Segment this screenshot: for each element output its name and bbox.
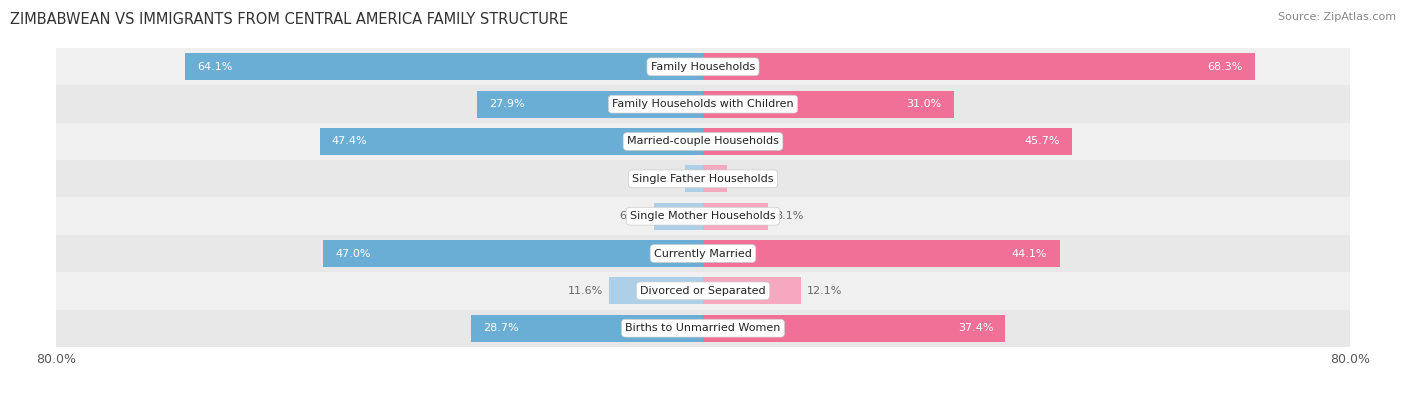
Bar [703,315,1005,342]
Text: Single Mother Households: Single Mother Households [630,211,776,221]
Text: 64.1%: 64.1% [197,62,232,72]
Text: 44.1%: 44.1% [1012,248,1047,258]
Text: Married-couple Households: Married-couple Households [627,137,779,147]
Bar [703,128,1073,155]
Text: 12.1%: 12.1% [807,286,842,296]
Text: Divorced or Separated: Divorced or Separated [640,286,766,296]
Text: Source: ZipAtlas.com: Source: ZipAtlas.com [1278,12,1396,22]
Text: ZIMBABWEAN VS IMMIGRANTS FROM CENTRAL AMERICA FAMILY STRUCTURE: ZIMBABWEAN VS IMMIGRANTS FROM CENTRAL AM… [10,12,568,27]
Bar [56,123,1350,160]
Bar [56,310,1350,347]
Bar [654,203,703,229]
Bar [56,235,1350,272]
Text: 6.1%: 6.1% [619,211,647,221]
Text: 3.0%: 3.0% [734,174,762,184]
Text: 31.0%: 31.0% [907,99,942,109]
Bar [609,277,703,304]
Bar [703,240,1060,267]
Bar [703,277,801,304]
Text: Single Father Households: Single Father Households [633,174,773,184]
Bar [703,53,1256,80]
Text: Family Households with Children: Family Households with Children [612,99,794,109]
Bar [703,166,727,192]
Bar [323,240,703,267]
Bar [703,91,953,118]
Bar [56,198,1350,235]
Bar [319,128,703,155]
Text: 47.0%: 47.0% [335,248,371,258]
Text: Currently Married: Currently Married [654,248,752,258]
Bar [56,272,1350,310]
Bar [478,91,703,118]
Bar [56,160,1350,198]
Text: 27.9%: 27.9% [489,99,526,109]
Bar [685,166,703,192]
Text: Births to Unmarried Women: Births to Unmarried Women [626,323,780,333]
Text: 8.1%: 8.1% [775,211,803,221]
Text: 11.6%: 11.6% [568,286,603,296]
Text: 37.4%: 37.4% [957,323,993,333]
Text: 68.3%: 68.3% [1208,62,1243,72]
Bar [56,48,1350,85]
Text: 45.7%: 45.7% [1025,137,1060,147]
Text: 47.4%: 47.4% [332,137,367,147]
Text: Family Households: Family Households [651,62,755,72]
Bar [184,53,703,80]
Bar [56,85,1350,123]
Bar [471,315,703,342]
Text: 2.2%: 2.2% [650,174,679,184]
Text: 28.7%: 28.7% [484,323,519,333]
Bar [703,203,769,229]
